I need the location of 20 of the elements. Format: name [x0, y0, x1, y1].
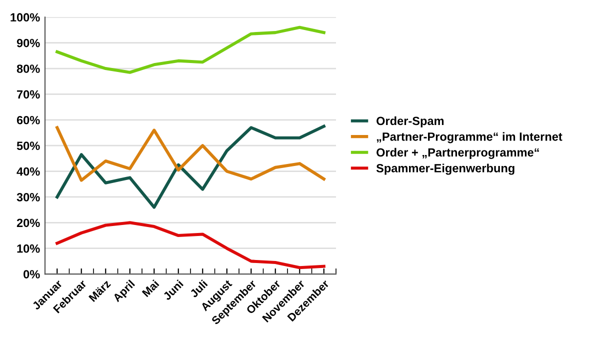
legend-label: „Partner-Programme“ im Internet: [376, 132, 562, 144]
line-series: [56, 221, 326, 270]
line-series: [56, 124, 326, 209]
y-tick-label: 100%: [10, 13, 40, 22]
legend-label: Spammer-Eigenwerbung: [376, 164, 514, 175]
y-tick-label: 0%: [24, 270, 40, 278]
legend-label: Order-Spam: [376, 116, 444, 128]
y-tick-label: 10%: [17, 244, 40, 253]
x-tick-label: Mai: [142, 279, 160, 298]
line-series: [56, 126, 326, 182]
y-tick-label: 90%: [16, 38, 40, 48]
y-tick-label: 60%: [16, 116, 40, 124]
y-tick-label: 70%: [17, 90, 40, 99]
line-series: [56, 26, 326, 74]
y-tick-label: 20%: [16, 218, 40, 228]
y-tick-label: 40%: [16, 167, 40, 176]
legend-label: Order + „Partnerprogramme“: [376, 148, 539, 159]
y-tick-label: 50%: [16, 142, 40, 150]
y-tick-label: 80%: [16, 64, 40, 73]
y-tick-label: 30%: [16, 193, 40, 202]
